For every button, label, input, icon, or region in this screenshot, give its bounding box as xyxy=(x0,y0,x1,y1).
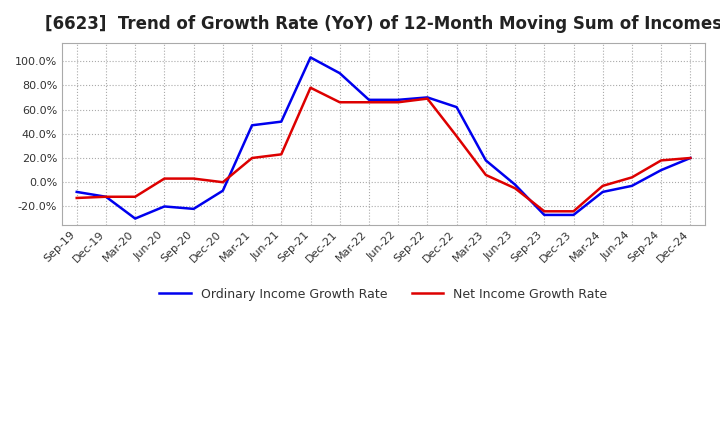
Net Income Growth Rate xyxy=(423,96,432,101)
Net Income Growth Rate xyxy=(628,175,636,180)
Net Income Growth Rate xyxy=(482,172,490,178)
Net Income Growth Rate xyxy=(336,99,344,105)
Legend: Ordinary Income Growth Rate, Net Income Growth Rate: Ordinary Income Growth Rate, Net Income … xyxy=(155,282,613,306)
Ordinary Income Growth Rate xyxy=(336,70,344,76)
Ordinary Income Growth Rate xyxy=(364,97,373,103)
Title: [6623]  Trend of Growth Rate (YoY) of 12-Month Moving Sum of Incomes: [6623] Trend of Growth Rate (YoY) of 12-… xyxy=(45,15,720,33)
Ordinary Income Growth Rate xyxy=(628,183,636,188)
Ordinary Income Growth Rate xyxy=(510,182,519,187)
Net Income Growth Rate xyxy=(510,186,519,191)
Ordinary Income Growth Rate xyxy=(540,212,549,217)
Net Income Growth Rate xyxy=(364,99,373,105)
Net Income Growth Rate xyxy=(452,134,461,139)
Net Income Growth Rate xyxy=(277,152,286,157)
Ordinary Income Growth Rate xyxy=(452,104,461,110)
Ordinary Income Growth Rate xyxy=(160,204,168,209)
Ordinary Income Growth Rate xyxy=(394,97,402,103)
Line: Ordinary Income Growth Rate: Ordinary Income Growth Rate xyxy=(77,58,690,219)
Net Income Growth Rate xyxy=(306,85,315,90)
Ordinary Income Growth Rate xyxy=(131,216,140,221)
Ordinary Income Growth Rate xyxy=(482,158,490,163)
Net Income Growth Rate xyxy=(218,180,227,185)
Net Income Growth Rate xyxy=(570,209,578,214)
Net Income Growth Rate xyxy=(102,194,110,199)
Ordinary Income Growth Rate xyxy=(657,168,665,173)
Net Income Growth Rate xyxy=(657,158,665,163)
Net Income Growth Rate xyxy=(160,176,168,181)
Ordinary Income Growth Rate xyxy=(423,95,432,100)
Ordinary Income Growth Rate xyxy=(248,123,256,128)
Ordinary Income Growth Rate xyxy=(189,206,198,212)
Ordinary Income Growth Rate xyxy=(686,155,695,161)
Net Income Growth Rate xyxy=(248,155,256,161)
Net Income Growth Rate xyxy=(598,183,607,188)
Line: Net Income Growth Rate: Net Income Growth Rate xyxy=(77,88,690,211)
Ordinary Income Growth Rate xyxy=(306,55,315,60)
Ordinary Income Growth Rate xyxy=(73,189,81,194)
Ordinary Income Growth Rate xyxy=(102,194,110,199)
Net Income Growth Rate xyxy=(686,155,695,161)
Ordinary Income Growth Rate xyxy=(598,189,607,194)
Net Income Growth Rate xyxy=(131,194,140,199)
Net Income Growth Rate xyxy=(394,99,402,105)
Ordinary Income Growth Rate xyxy=(570,212,578,217)
Net Income Growth Rate xyxy=(73,195,81,201)
Net Income Growth Rate xyxy=(189,176,198,181)
Net Income Growth Rate xyxy=(540,209,549,214)
Ordinary Income Growth Rate xyxy=(218,188,227,193)
Ordinary Income Growth Rate xyxy=(277,119,286,124)
